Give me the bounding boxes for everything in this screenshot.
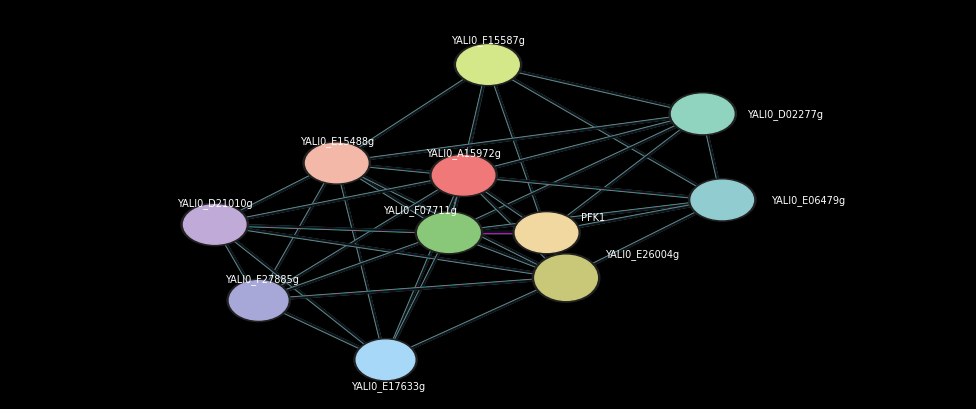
Ellipse shape [432,156,495,196]
Ellipse shape [532,254,600,302]
Text: YALI0_E26004g: YALI0_E26004g [605,249,679,260]
Text: PFK1: PFK1 [581,213,605,222]
Ellipse shape [512,212,581,254]
Text: YALI0_E17633g: YALI0_E17633g [351,380,426,391]
Ellipse shape [535,256,597,301]
Text: YALI0_A15972g: YALI0_A15972g [427,148,501,159]
Ellipse shape [183,205,246,245]
Ellipse shape [429,155,498,197]
Ellipse shape [669,93,737,136]
Ellipse shape [227,279,290,322]
Text: YALI0_D21010g: YALI0_D21010g [177,198,253,208]
Text: YALI0_F15587g: YALI0_F15587g [451,36,525,46]
Ellipse shape [415,212,483,254]
Ellipse shape [181,204,249,246]
Text: YALI0_E06479g: YALI0_E06479g [771,195,845,206]
Text: YALI0_D02277g: YALI0_D02277g [747,109,823,120]
Ellipse shape [303,142,371,185]
Ellipse shape [229,281,288,320]
Ellipse shape [356,340,415,380]
Ellipse shape [305,144,368,183]
Ellipse shape [454,44,522,87]
Ellipse shape [691,181,753,220]
Ellipse shape [354,339,417,381]
Text: YALI0_F07711g: YALI0_F07711g [383,204,457,215]
Ellipse shape [671,95,734,134]
Text: YALI0_E15488g: YALI0_E15488g [300,136,374,146]
Ellipse shape [688,179,756,222]
Ellipse shape [418,213,480,253]
Ellipse shape [457,46,519,85]
Text: YALI0_F27885g: YALI0_F27885g [224,274,299,284]
Ellipse shape [515,213,578,253]
